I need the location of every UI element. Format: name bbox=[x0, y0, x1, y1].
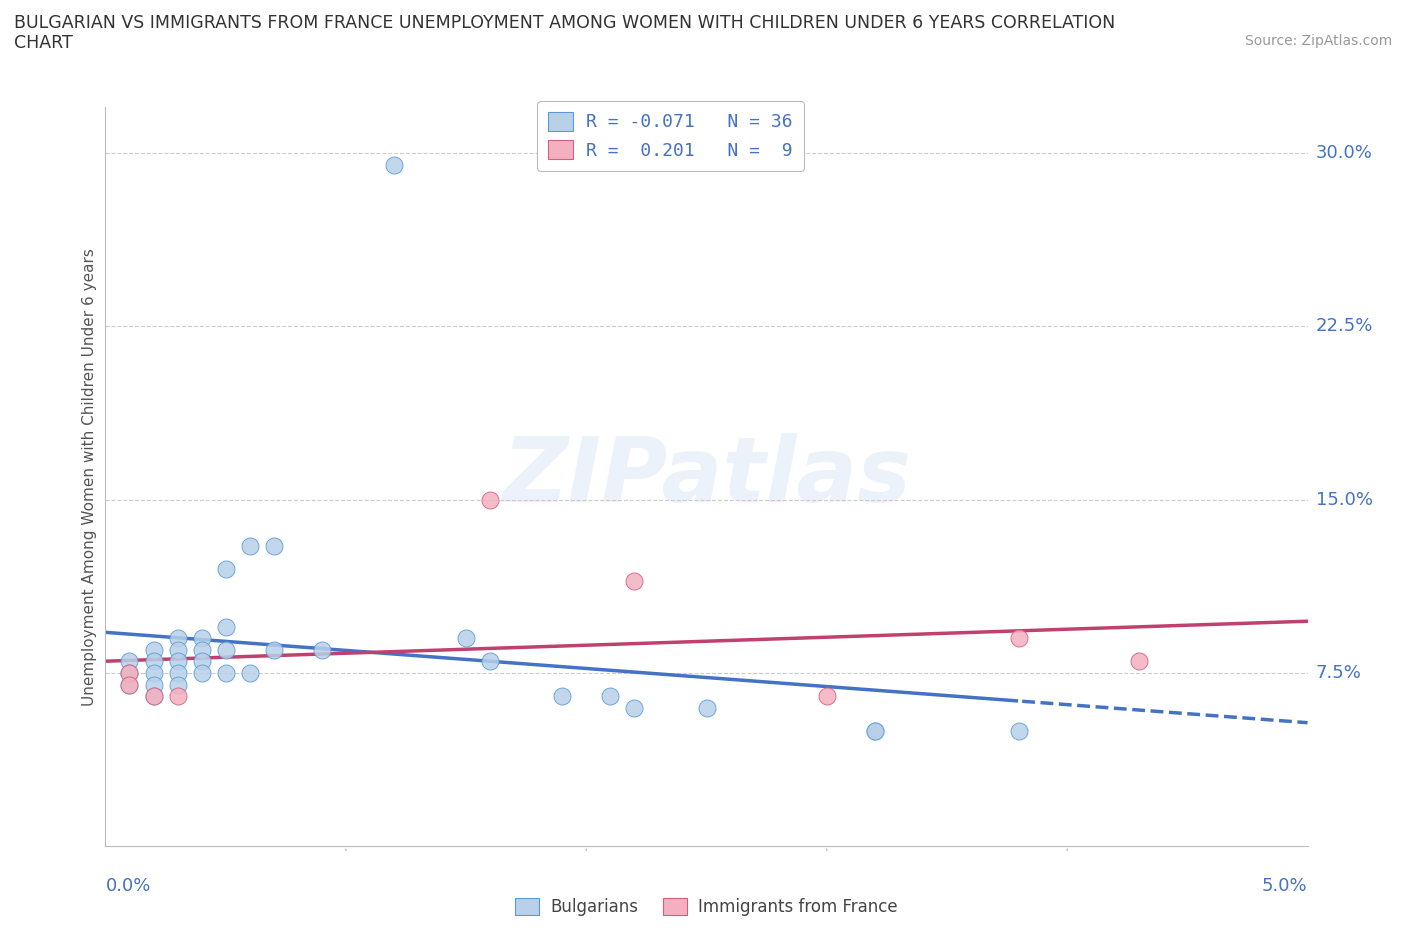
Point bbox=[142, 689, 165, 704]
Point bbox=[166, 689, 188, 704]
Point bbox=[118, 654, 141, 669]
Point bbox=[1128, 654, 1150, 669]
Point bbox=[166, 631, 188, 645]
Point bbox=[118, 666, 141, 681]
Text: 5.0%: 5.0% bbox=[1263, 877, 1308, 895]
Point bbox=[190, 643, 212, 658]
Point bbox=[263, 538, 285, 553]
Point bbox=[214, 666, 236, 681]
Point bbox=[142, 666, 165, 681]
Point bbox=[815, 689, 838, 704]
Point bbox=[623, 573, 645, 588]
Point bbox=[166, 654, 188, 669]
Point bbox=[142, 643, 165, 658]
Point bbox=[382, 157, 405, 172]
Text: CHART: CHART bbox=[14, 34, 73, 52]
Point bbox=[190, 666, 212, 681]
Y-axis label: Unemployment Among Women with Children Under 6 years: Unemployment Among Women with Children U… bbox=[82, 247, 97, 706]
Point bbox=[214, 562, 236, 577]
Point bbox=[118, 677, 141, 692]
Point bbox=[190, 631, 212, 645]
Point bbox=[454, 631, 477, 645]
Point bbox=[214, 643, 236, 658]
Text: 15.0%: 15.0% bbox=[1316, 491, 1372, 509]
Point bbox=[1008, 724, 1031, 738]
Text: 30.0%: 30.0% bbox=[1316, 144, 1372, 162]
Point bbox=[863, 724, 886, 738]
Text: 22.5%: 22.5% bbox=[1316, 317, 1374, 336]
Point bbox=[239, 666, 262, 681]
Point bbox=[479, 654, 502, 669]
Point bbox=[166, 677, 188, 692]
Point bbox=[479, 492, 502, 507]
Point bbox=[142, 689, 165, 704]
Point bbox=[599, 689, 621, 704]
Point bbox=[551, 689, 574, 704]
Text: Source: ZipAtlas.com: Source: ZipAtlas.com bbox=[1244, 34, 1392, 48]
Point bbox=[142, 654, 165, 669]
Point bbox=[696, 700, 718, 715]
Point bbox=[623, 700, 645, 715]
Text: 7.5%: 7.5% bbox=[1316, 664, 1362, 682]
Legend: Bulgarians, Immigrants from France: Bulgarians, Immigrants from France bbox=[509, 892, 904, 923]
Point bbox=[142, 677, 165, 692]
Point bbox=[311, 643, 333, 658]
Text: BULGARIAN VS IMMIGRANTS FROM FRANCE UNEMPLOYMENT AMONG WOMEN WITH CHILDREN UNDER: BULGARIAN VS IMMIGRANTS FROM FRANCE UNEM… bbox=[14, 14, 1115, 32]
Text: 0.0%: 0.0% bbox=[105, 877, 150, 895]
Point bbox=[190, 654, 212, 669]
Point bbox=[1008, 631, 1031, 645]
Point bbox=[263, 643, 285, 658]
Point bbox=[239, 538, 262, 553]
Text: ZIPatlas: ZIPatlas bbox=[502, 432, 911, 521]
Point bbox=[214, 619, 236, 634]
Point bbox=[166, 643, 188, 658]
Point bbox=[118, 677, 141, 692]
Point bbox=[166, 666, 188, 681]
Point bbox=[863, 724, 886, 738]
Point bbox=[118, 666, 141, 681]
